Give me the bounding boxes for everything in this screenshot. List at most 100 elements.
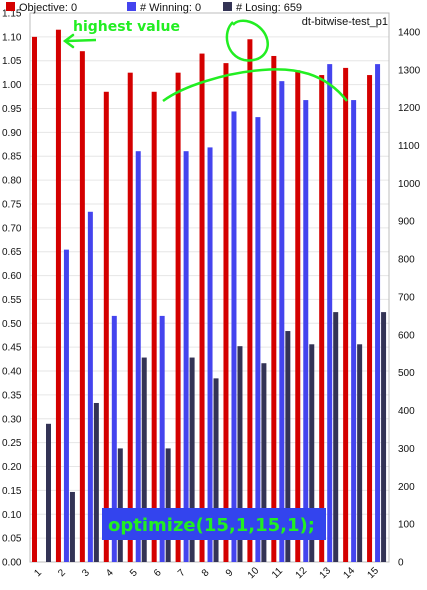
bar-objective (319, 75, 325, 563)
left-tick-label: 0.85 (2, 152, 22, 163)
right-tick-label: 1300 (398, 65, 421, 76)
right-tick-label: 200 (398, 482, 415, 493)
bar-objective (79, 51, 85, 562)
bar-losing (93, 402, 99, 562)
left-tick-label: 0.45 (2, 343, 22, 354)
bar-objective (175, 72, 181, 562)
left-tick-label: 0.00 (2, 558, 22, 569)
bar-losing (261, 363, 267, 562)
right-tick-label: 700 (398, 292, 415, 303)
legend-label-objective: Objective: 0 (19, 2, 77, 14)
left-tick-label: 0.75 (2, 199, 22, 210)
bar-losing (213, 378, 219, 562)
legend-swatch-objective (6, 2, 15, 11)
annotation-circle (225, 19, 269, 62)
bar-winning (63, 249, 69, 562)
left-tick-label: 0.80 (2, 176, 22, 187)
bar-winning (159, 315, 165, 562)
left-tick-label: 0.35 (2, 390, 22, 401)
chart-subtitle: dt-bitwise-test_p1 (302, 16, 388, 28)
bars (32, 29, 387, 563)
annotation-arrow-line (66, 38, 97, 43)
right-tick-label: 800 (398, 255, 415, 266)
bar-losing (309, 344, 315, 562)
bar-losing (46, 423, 51, 562)
bar-objective (271, 55, 277, 563)
bar-losing (333, 312, 339, 562)
annotation-box (102, 508, 326, 540)
bar-objective (32, 36, 37, 562)
right-tick-label: 500 (398, 368, 415, 379)
bar-objective (223, 63, 229, 562)
bar-losing (285, 331, 291, 562)
left-tick-label: 0.10 (2, 510, 22, 521)
right-tick-label: 1000 (398, 179, 421, 190)
bar-winning (279, 81, 285, 562)
bar-objective (151, 91, 157, 562)
left-tick-label: 0.95 (2, 104, 22, 115)
bar-winning (255, 117, 261, 562)
left-tick-label: 0.40 (2, 367, 22, 378)
bar-objective (199, 53, 205, 563)
left-tick-label: 1.15 (2, 9, 22, 20)
annotation-arrowhead (62, 33, 75, 49)
bar-winning (303, 100, 309, 562)
left-tick-label: 1.10 (2, 32, 22, 43)
bar-winning (111, 315, 117, 562)
right-tick-label: 300 (398, 444, 415, 455)
bar-objective (55, 29, 61, 563)
legend: Objective: 0 # Winning: 0 # Losing: 659 (6, 2, 302, 14)
bar-losing (357, 344, 363, 562)
bar-objective (247, 39, 253, 562)
right-tick-label: 1200 (398, 103, 421, 114)
left-tick-label: 0.50 (2, 319, 22, 330)
bar-winning (351, 100, 357, 562)
left-axis: 0.00 0.05 0.10 0.15 0.20 0.25 0.30 0.35 0.40 0.45… (2, 9, 22, 569)
legend-label-losing: # Losing: 659 (236, 2, 302, 14)
bar-losing (141, 357, 147, 562)
right-axis: 0 100 200 300 400 500 600 700 800 900 1000 1100 1200… (398, 27, 421, 568)
left-tick-label: 0.30 (2, 414, 22, 425)
right-tick-label: 900 (398, 217, 415, 228)
bar-objective (295, 70, 301, 562)
left-tick-label: 1.00 (2, 80, 22, 91)
bar-winning (87, 211, 93, 562)
left-tick-label: 1.05 (2, 56, 22, 67)
right-tick-label: 100 (398, 520, 415, 531)
annotation-highest-value: highest value (73, 19, 180, 35)
left-tick-label: 0.65 (2, 247, 22, 258)
left-tick-label: 0.90 (2, 128, 22, 139)
annotation-curve (162, 68, 348, 103)
left-tick-label: 0.60 (2, 271, 22, 282)
right-tick-label: 600 (398, 330, 415, 341)
left-tick-label: 0.05 (2, 534, 22, 545)
bar-losing (189, 357, 195, 562)
bar-winning (231, 111, 237, 562)
bar-objective (127, 72, 133, 562)
legend-label-winning: # Winning: 0 (140, 2, 201, 14)
bar-losing (381, 312, 387, 562)
left-tick-label: 0.20 (2, 462, 22, 473)
bar-losing (117, 448, 123, 562)
bar-winning (207, 147, 213, 562)
hand-drawn-annotations: highest value optimize(15,1,15,1); (62, 19, 348, 540)
annotation-optimize-call: optimize(15,1,15,1); (108, 515, 315, 536)
right-tick-label: 1100 (398, 141, 420, 152)
bar-objective (367, 75, 373, 563)
right-tick-label: 0 (398, 558, 404, 569)
legend-swatch-winning (127, 2, 136, 11)
bar-objective (103, 91, 109, 562)
left-tick-label: 0.15 (2, 486, 22, 497)
left-tick-label: 0.25 (2, 438, 22, 449)
bar-objective (343, 67, 349, 563)
bar-winning (183, 151, 189, 563)
bar-winning (135, 151, 141, 563)
left-tick-label: 0.55 (2, 295, 22, 306)
bar-winning (327, 64, 333, 562)
right-tick-label: 1400 (398, 27, 421, 38)
right-tick-label: 400 (398, 406, 415, 417)
bar-losing (165, 448, 171, 562)
bar-losing (69, 491, 75, 562)
